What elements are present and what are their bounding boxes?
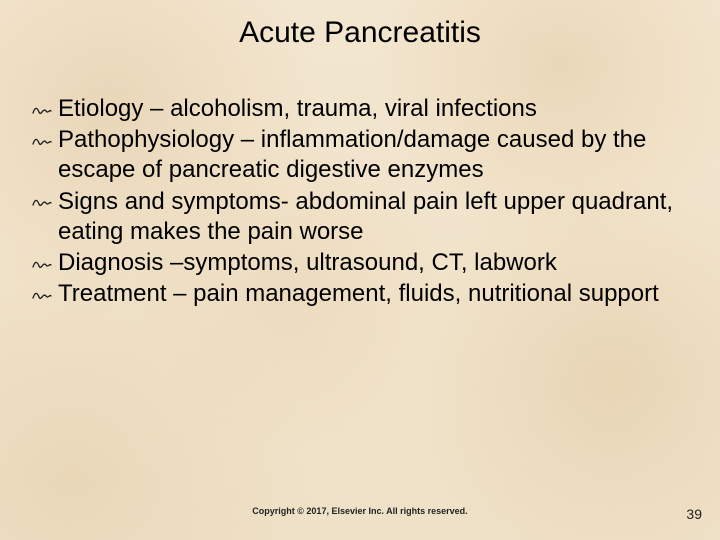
scribble-icon	[30, 248, 58, 278]
bullet-list: Etiology – alcoholism, trauma, viral inf…	[0, 94, 720, 310]
page-number: 39	[686, 506, 702, 522]
slide: Acute Pancreatitis Etiology – alcoholism…	[0, 0, 720, 540]
copyright-text: Copyright © 2017, Elsevier Inc. All righ…	[0, 506, 720, 516]
bullet-text: Treatment – pain management, fluids, nut…	[58, 279, 692, 309]
scribble-icon	[30, 279, 58, 309]
scribble-icon	[30, 94, 58, 124]
bullet-text: Pathophysiology – inflammation/damage ca…	[58, 125, 692, 185]
scribble-icon	[30, 125, 58, 155]
bullet-text: Signs and symptoms- abdominal pain left …	[58, 187, 692, 247]
list-item: Signs and symptoms- abdominal pain left …	[30, 187, 692, 247]
bullet-text: Etiology – alcoholism, trauma, viral inf…	[58, 94, 692, 124]
slide-title: Acute Pancreatitis	[0, 16, 720, 50]
list-item: Etiology – alcoholism, trauma, viral inf…	[30, 94, 692, 124]
list-item: Treatment – pain management, fluids, nut…	[30, 279, 692, 309]
scribble-icon	[30, 187, 58, 217]
bullet-text: Diagnosis –symptoms, ultrasound, CT, lab…	[58, 248, 692, 278]
list-item: Diagnosis –symptoms, ultrasound, CT, lab…	[30, 248, 692, 278]
list-item: Pathophysiology – inflammation/damage ca…	[30, 125, 692, 185]
